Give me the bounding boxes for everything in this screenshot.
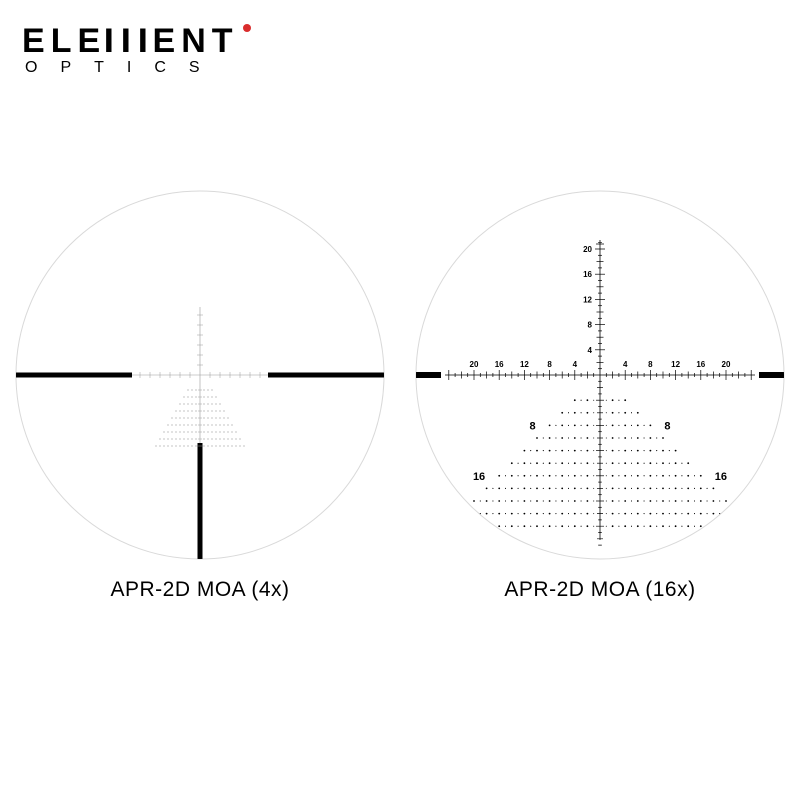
svg-text:24: 24	[448, 496, 461, 508]
svg-text:4: 4	[623, 360, 628, 369]
svg-text:12: 12	[583, 295, 592, 304]
reticle-container: APR-2D MOA (4x)	[0, 190, 800, 602]
svg-text:8: 8	[664, 420, 670, 432]
logo-t: T	[212, 22, 239, 61]
reticle-panel-16x: 20 16 12 8 4 4 8 12 16 20 4 8 12 16 20 8 8 16 16 24 24 32 32	[415, 190, 785, 602]
svg-text:8: 8	[529, 420, 535, 432]
logo-main-text: E L E III E N T	[22, 22, 251, 61]
caption-4x: APR-2D MOA (4x)	[110, 578, 289, 602]
logo-e1: E	[22, 22, 51, 61]
logo-m: III	[104, 22, 155, 61]
logo-dot-icon	[243, 24, 251, 32]
svg-text:16: 16	[495, 360, 504, 369]
svg-text:20: 20	[470, 360, 479, 369]
reticle-4x	[15, 190, 385, 560]
svg-text:16: 16	[583, 270, 592, 279]
svg-text:32: 32	[423, 521, 435, 533]
logo-l: L	[51, 22, 78, 61]
svg-text:8: 8	[547, 360, 552, 369]
svg-text:12: 12	[671, 360, 680, 369]
svg-text:8: 8	[588, 321, 593, 330]
logo-sub-text: OPTICS	[25, 59, 251, 77]
svg-text:16: 16	[473, 471, 485, 483]
svg-text:32: 32	[765, 521, 777, 533]
svg-text:4: 4	[573, 360, 578, 369]
brand-logo: E L E III E N T OPTICS	[22, 22, 251, 77]
svg-text:20: 20	[722, 360, 731, 369]
reticle-panel-4x: APR-2D MOA (4x)	[15, 190, 385, 602]
svg-text:16: 16	[696, 360, 705, 369]
reticle-16x: 20 16 12 8 4 4 8 12 16 20 4 8 12 16 20 8 8 16 16 24 24 32 32	[415, 190, 785, 560]
svg-text:20: 20	[583, 245, 592, 254]
caption-16x: APR-2D MOA (16x)	[504, 578, 695, 602]
logo-n: N	[181, 22, 212, 61]
svg-text:4: 4	[588, 346, 593, 355]
logo-e2: E	[77, 22, 106, 61]
logo-e3: E	[153, 22, 182, 61]
svg-text:16: 16	[715, 471, 727, 483]
svg-text:8: 8	[648, 360, 653, 369]
svg-text:12: 12	[520, 360, 529, 369]
svg-text:24: 24	[740, 496, 753, 508]
